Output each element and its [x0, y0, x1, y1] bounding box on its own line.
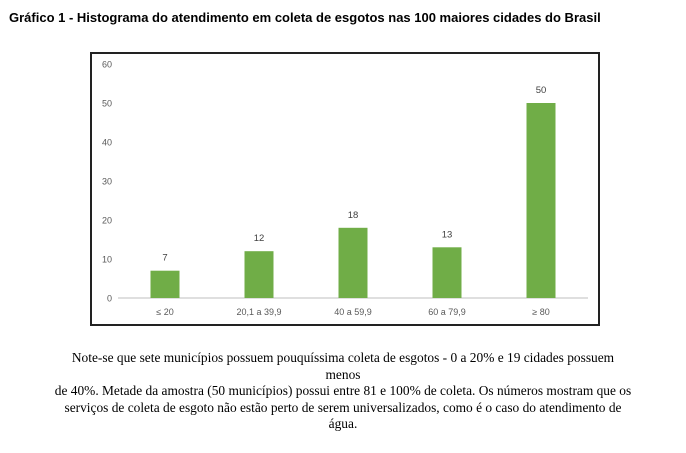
note-line: de 40%. Metade da amostra (50 municípios… [54, 383, 632, 398]
bar-chart: 0 10 20 30 40 50 60 7 ≤ 20 12 20,1 a 39,9 18 40 a 59… [102, 60, 588, 317]
x-tick-label: ≥ 80 [532, 307, 549, 317]
chart-note: Note-se que sete municípios possuem pouq… [12, 350, 674, 433]
x-tick-label: 60 a 79,9 [428, 307, 466, 317]
bar [338, 227, 368, 298]
y-tick-label: 60 [102, 60, 112, 70]
x-tick-label: 40 a 59,9 [334, 307, 372, 317]
y-tick-label: 30 [102, 177, 112, 187]
bar [244, 251, 274, 298]
data-label: 50 [536, 85, 547, 96]
data-label: 13 [442, 229, 453, 240]
data-label: 7 [162, 253, 167, 264]
data-label: 18 [348, 210, 359, 221]
note-line: serviços de coleta de esgoto não estão p… [64, 399, 622, 415]
chart-title: Gráfico 1 - Histograma do atendimento em… [9, 10, 601, 25]
chart-frame: 0 10 20 30 40 50 60 7 ≤ 20 12 20,1 a 39,9 18 40 a 59… [90, 52, 600, 326]
note-line: menos [325, 366, 361, 382]
y-tick-label: 20 [102, 216, 112, 226]
x-tick-label: ≤ 20 [156, 307, 173, 317]
bar [526, 103, 556, 298]
bar [432, 247, 462, 298]
y-tick-label: 50 [102, 99, 112, 109]
y-tick-label: 40 [102, 138, 112, 148]
bar [150, 270, 180, 298]
note-line: Note-se que sete municípios possuem pouq… [71, 350, 615, 365]
note-line: água. [328, 416, 358, 431]
data-label: 12 [254, 233, 265, 244]
x-tick-label: 20,1 a 39,9 [236, 307, 281, 317]
y-tick-label: 0 [107, 294, 112, 304]
y-tick-label: 10 [102, 255, 112, 265]
